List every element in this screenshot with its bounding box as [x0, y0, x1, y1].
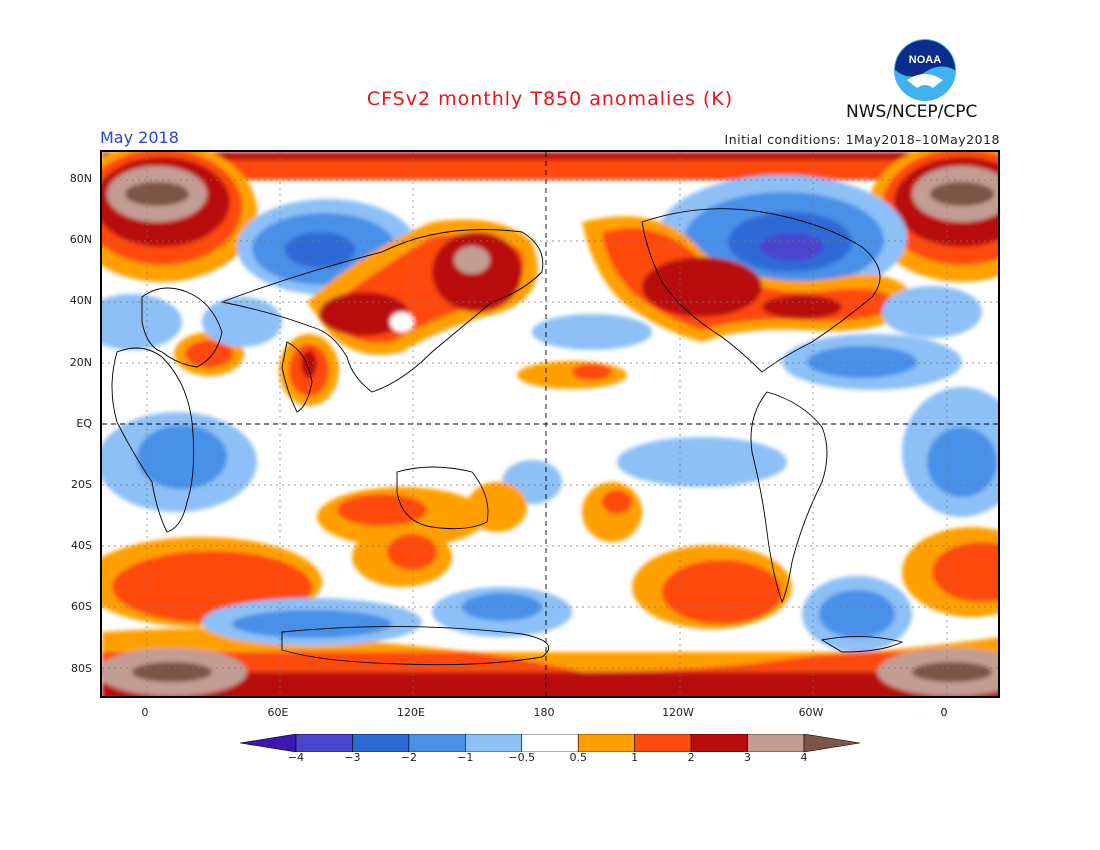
colorbar-tick-label: 2	[687, 751, 695, 764]
month-label: May 2018	[100, 128, 179, 147]
lat-label-40n: 40N	[69, 294, 92, 307]
cold-anomaly-region	[285, 232, 355, 268]
graticule	[102, 152, 998, 696]
cold-anomaly-region	[462, 593, 542, 621]
warm-anomaly-region	[662, 560, 782, 624]
warm-anomaly-region	[319, 292, 409, 336]
reference-lines	[102, 152, 998, 696]
cold-anomaly-region	[137, 425, 227, 489]
colorbar-swatch	[408, 734, 466, 752]
warm-anomaly-region	[301, 350, 317, 378]
lon-label-60w: 60W	[798, 706, 824, 719]
noaa-logo: NOAA	[894, 39, 956, 101]
colorbar-tick-label: −0.5	[508, 751, 536, 764]
cold-anomaly-region	[807, 346, 917, 378]
cold-anomaly-region	[532, 314, 652, 350]
hot-anomaly-region	[454, 246, 490, 274]
lat-label-60s: 60S	[71, 600, 92, 613]
cold-anomaly-region	[202, 297, 282, 347]
hot-anomaly-region	[930, 182, 994, 206]
lat-label-80s: 80S	[71, 662, 92, 675]
lat-label-20n: 20N	[69, 356, 92, 369]
lon-label-120w: 120W	[662, 706, 694, 719]
colorbar-tick-label: −1	[457, 751, 474, 764]
warm-anomaly-region	[762, 295, 842, 319]
initial-conditions-label: Initial conditions: 1May2018–10May2018	[724, 132, 1000, 147]
hot-anomaly-region	[912, 662, 992, 682]
anomaly-map	[100, 150, 1000, 698]
continent-outlines	[111, 208, 904, 666]
map-title: CFSv2 monthly T850 anomalies (K)	[366, 88, 734, 110]
colorbar-tick-label: 3	[744, 751, 752, 764]
warm-anomaly-region	[387, 534, 437, 570]
colorbar-tick-label: −4	[287, 751, 305, 764]
warm-anomaly-region	[602, 490, 632, 514]
lat-label-40s: 40S	[71, 539, 92, 552]
colorbar-swatch	[521, 734, 579, 752]
cold-anomaly-region	[927, 427, 997, 497]
lon-label-0-east: 0	[940, 706, 948, 719]
lat-label-eq: EQ	[76, 417, 92, 430]
warm-anomaly-region	[102, 672, 998, 696]
anomaly-field	[102, 152, 998, 696]
colorbar	[240, 734, 860, 752]
lat-label-20s: 20S	[71, 478, 92, 491]
warm-anomaly-region	[642, 257, 762, 317]
agency-label: NWS/NCEP/CPC	[846, 102, 978, 122]
colorbar-swatch	[295, 734, 353, 752]
colorbar-swatch	[577, 734, 635, 752]
lat-label-80n: 80N	[69, 172, 92, 185]
colorbar-swatch	[747, 734, 805, 752]
hot-anomaly-region	[125, 182, 189, 206]
lat-label-60n: 60N	[69, 233, 92, 246]
colorbar-tick-label: −3	[344, 751, 361, 764]
warm-anomaly-region	[102, 152, 998, 160]
cold-anomaly-region	[232, 610, 392, 638]
lon-label-60e: 60E	[267, 706, 289, 719]
colorbar-arrow-low	[240, 734, 297, 752]
lon-label-120e: 120E	[397, 706, 425, 719]
colorbar-swatch	[352, 734, 410, 752]
cold-anomaly-region	[819, 590, 895, 638]
warm-anomaly-region	[572, 364, 612, 380]
colorbar-swatch	[465, 734, 523, 752]
colorbar-swatch	[690, 734, 748, 752]
noaa-logo-text: NOAA	[909, 54, 941, 66]
lon-label-180: 180	[533, 706, 555, 719]
warm-anomaly-region	[932, 542, 998, 602]
warm-anomaly-region	[337, 494, 427, 526]
colorbar-tick-label: 1	[631, 751, 639, 764]
hot-anomaly-region	[132, 662, 212, 682]
lon-label-0: 0	[141, 706, 149, 719]
colorbar-swatch	[634, 734, 692, 752]
colorbar-arrow-high	[803, 734, 860, 752]
cold-anomaly-region	[760, 233, 824, 261]
colorbar-tick-label: 0.5	[569, 751, 587, 764]
colorbar-tick-label: −2	[400, 751, 417, 764]
cold-anomaly-region	[617, 437, 787, 487]
cold-anomaly-region	[882, 286, 982, 338]
warm-anomaly-region	[185, 340, 233, 368]
colorbar-tick-label: 4	[800, 751, 808, 764]
warm-anomaly-region	[467, 482, 527, 532]
